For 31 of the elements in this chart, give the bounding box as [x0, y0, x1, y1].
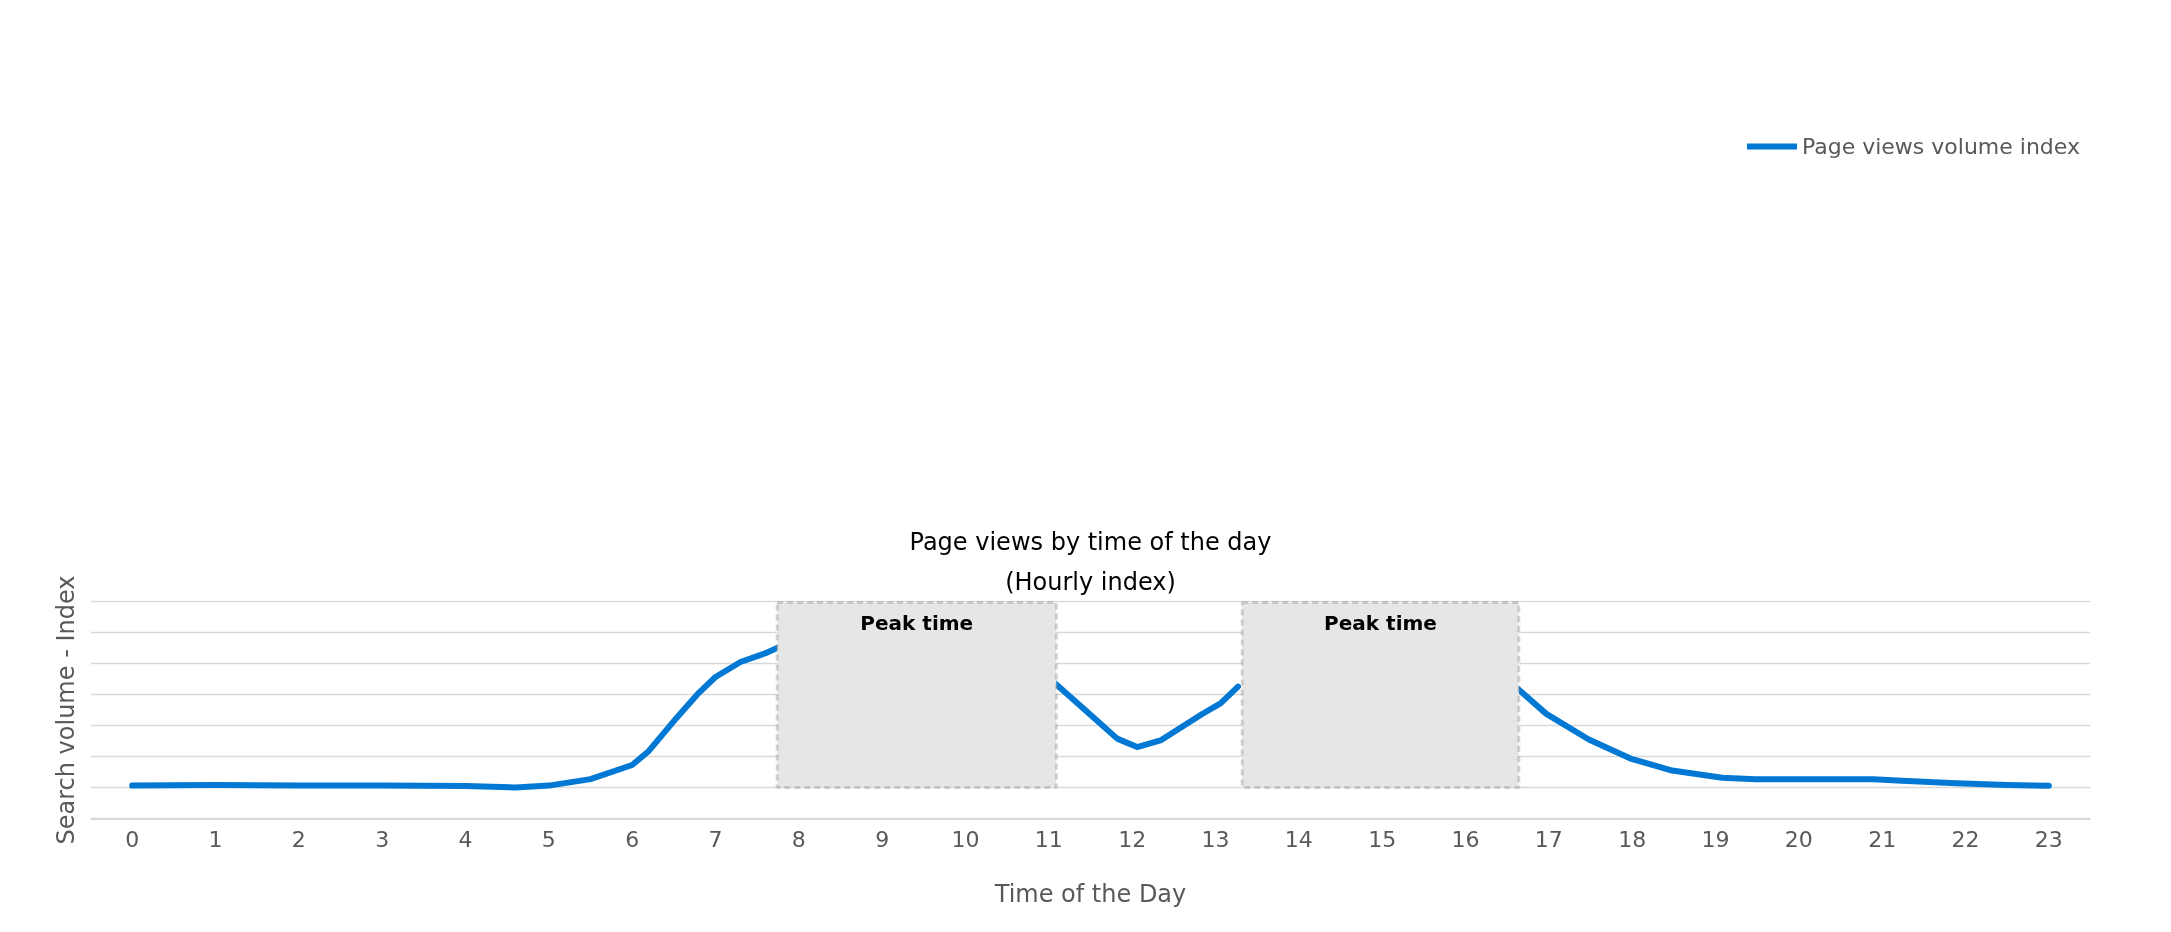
x-tick-label: 1 [208, 826, 223, 852]
x-tick-label: 16 [1451, 826, 1480, 852]
x-axis-title: Time of the Day [993, 879, 1187, 908]
chart-title: Page views by time of the day [909, 527, 1272, 556]
legend-label: Page views volume index [1801, 133, 2080, 159]
x-tick-label: 19 [1701, 826, 1730, 852]
x-tick-label: 13 [1201, 826, 1230, 852]
x-tick-label: 11 [1034, 826, 1063, 852]
band-label: Peak time [1324, 610, 1437, 635]
x-tick-label: 12 [1118, 826, 1147, 852]
x-tick-label: 9 [875, 826, 890, 852]
y-axis-title: Search volume - Index [51, 575, 80, 845]
x-tick-label: 23 [2034, 826, 2063, 852]
x-tick-label: 10 [951, 826, 980, 852]
x-tick-label: 0 [125, 826, 140, 852]
x-tick-label: 6 [625, 826, 640, 852]
x-tick-label: 21 [1868, 826, 1897, 852]
x-tick-label: 3 [375, 826, 390, 852]
x-tick-label: 2 [291, 826, 306, 852]
x-tick-label: 14 [1284, 826, 1313, 852]
x-tick-label: 7 [708, 826, 723, 852]
x-tick-label: 18 [1618, 826, 1647, 852]
band-label: Peak time [860, 610, 974, 635]
x-tick-label: 15 [1368, 826, 1397, 852]
x-tick-label: 5 [541, 826, 556, 852]
x-tick-label: 8 [791, 826, 806, 852]
x-tick-label: 20 [1784, 826, 1813, 852]
x-tick-label: 17 [1534, 826, 1563, 852]
x-tick-label: 4 [458, 826, 473, 852]
chart-subtitle: (Hourly index) [1005, 567, 1176, 596]
x-tick-label: 22 [1951, 826, 1980, 852]
